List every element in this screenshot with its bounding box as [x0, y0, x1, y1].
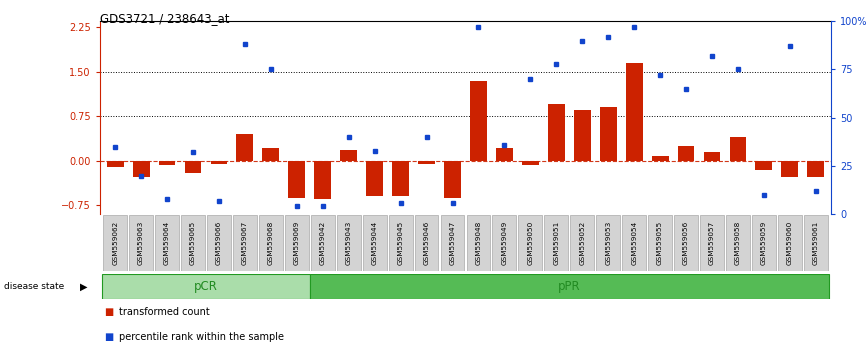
Text: GSM559066: GSM559066	[216, 221, 222, 265]
Text: GSM559051: GSM559051	[553, 221, 559, 265]
Bar	[444, 161, 461, 198]
Bar	[519, 215, 542, 271]
Bar	[700, 215, 724, 271]
Bar	[103, 215, 127, 271]
Text: GSM559052: GSM559052	[579, 221, 585, 265]
Bar	[674, 215, 698, 271]
Text: GSM559061: GSM559061	[813, 221, 818, 265]
Bar	[310, 274, 829, 299]
Bar	[181, 215, 205, 271]
Bar	[366, 161, 383, 196]
Text: ■: ■	[104, 307, 113, 317]
Bar	[155, 215, 179, 271]
Text: GSM559057: GSM559057	[709, 221, 715, 265]
Bar	[184, 161, 202, 173]
Text: GSM559059: GSM559059	[761, 221, 767, 265]
Bar	[470, 81, 487, 161]
Text: GDS3721 / 238643_at: GDS3721 / 238643_at	[100, 12, 229, 25]
Bar	[781, 161, 798, 177]
Bar	[285, 215, 309, 271]
Bar	[415, 215, 438, 271]
Text: GSM559062: GSM559062	[113, 221, 118, 265]
Bar	[548, 104, 565, 161]
Text: GSM559060: GSM559060	[787, 221, 793, 265]
Bar	[102, 274, 310, 299]
Bar	[418, 161, 435, 164]
Text: GSM559048: GSM559048	[475, 221, 481, 265]
Text: GSM559043: GSM559043	[346, 221, 352, 265]
Bar	[804, 215, 828, 271]
Bar	[210, 161, 228, 164]
Text: pCR: pCR	[194, 280, 218, 293]
Bar	[129, 215, 153, 271]
Text: GSM559064: GSM559064	[164, 221, 170, 265]
Bar	[755, 161, 772, 170]
Bar	[677, 146, 695, 161]
Bar	[259, 215, 283, 271]
Bar	[107, 161, 124, 167]
Text: GSM559045: GSM559045	[397, 221, 404, 265]
Text: GSM559058: GSM559058	[735, 221, 741, 265]
Bar	[600, 107, 617, 161]
Text: GSM559065: GSM559065	[190, 221, 196, 265]
Text: GSM559054: GSM559054	[631, 221, 637, 265]
Bar	[158, 161, 176, 165]
Bar	[729, 137, 746, 161]
Text: ▶: ▶	[80, 281, 87, 291]
Text: GSM559047: GSM559047	[449, 221, 456, 265]
Bar	[467, 215, 490, 271]
Bar	[233, 215, 257, 271]
Bar	[651, 156, 669, 161]
Text: GSM559056: GSM559056	[683, 221, 689, 265]
Bar	[574, 110, 591, 161]
Bar	[311, 215, 334, 271]
Bar	[703, 152, 721, 161]
Bar	[288, 161, 305, 198]
Bar	[752, 215, 776, 271]
Bar	[571, 215, 594, 271]
Bar	[207, 215, 231, 271]
Bar	[314, 161, 331, 199]
Bar	[778, 215, 802, 271]
Bar	[363, 215, 386, 271]
Bar	[340, 150, 357, 161]
Text: GSM559069: GSM559069	[294, 221, 300, 265]
Bar	[648, 215, 672, 271]
Bar	[262, 148, 280, 161]
Text: disease state: disease state	[4, 282, 65, 291]
Bar	[545, 215, 568, 271]
Text: GSM559049: GSM559049	[501, 221, 507, 265]
Text: GSM559068: GSM559068	[268, 221, 274, 265]
Bar	[622, 215, 646, 271]
Bar	[337, 215, 360, 271]
Bar	[726, 215, 750, 271]
Bar	[597, 215, 620, 271]
Text: GSM559042: GSM559042	[320, 221, 326, 265]
Bar	[389, 215, 412, 271]
Text: transformed count: transformed count	[119, 307, 210, 317]
Bar	[392, 161, 409, 196]
Bar	[496, 148, 513, 161]
Bar	[522, 161, 539, 165]
Bar	[493, 215, 516, 271]
Bar	[236, 134, 254, 161]
Bar	[132, 161, 150, 177]
Text: GSM559044: GSM559044	[372, 221, 378, 265]
Bar	[626, 63, 643, 161]
Text: GSM559053: GSM559053	[605, 221, 611, 265]
Text: GSM559050: GSM559050	[527, 221, 533, 265]
Text: GSM559067: GSM559067	[242, 221, 248, 265]
Text: percentile rank within the sample: percentile rank within the sample	[119, 332, 284, 342]
Text: ■: ■	[104, 332, 113, 342]
Bar	[441, 215, 464, 271]
Text: GSM559055: GSM559055	[657, 221, 663, 265]
Text: GSM559063: GSM559063	[138, 221, 144, 265]
Text: GSM559046: GSM559046	[423, 221, 430, 265]
Bar	[807, 161, 824, 177]
Text: pPR: pPR	[558, 280, 580, 293]
